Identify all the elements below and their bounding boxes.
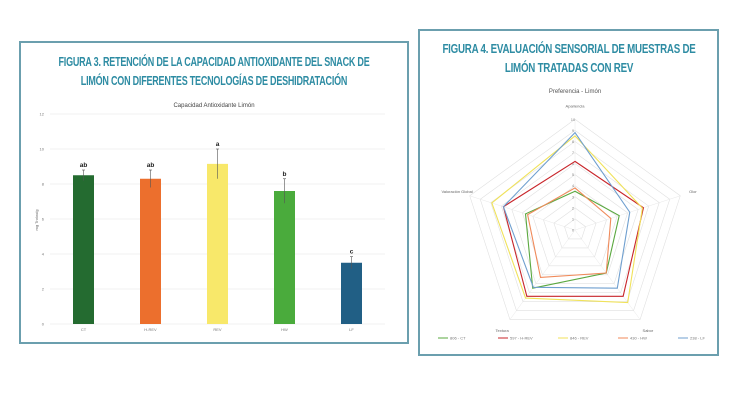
radar-gridline bbox=[479, 129, 671, 311]
figure-4-panel: FIGURA 4. EVALUACIÓN SENSORIAL DE MUESTR… bbox=[418, 29, 719, 356]
bar-hw bbox=[274, 191, 295, 324]
radar-gridline bbox=[543, 196, 607, 258]
radar-series-ct bbox=[524, 190, 620, 289]
y-tick-label: 12 bbox=[40, 112, 45, 117]
radar-axis-label: Valoración Global bbox=[441, 189, 472, 194]
bar-chart-title: Capacidad Antioxidante Limón bbox=[173, 103, 254, 109]
radar-axis-label: Olor bbox=[689, 189, 697, 194]
radar-gridline bbox=[553, 207, 597, 249]
radar-spoke bbox=[509, 229, 576, 320]
bar-lf bbox=[341, 262, 362, 324]
radar-gridline bbox=[500, 152, 650, 293]
significance-label: a bbox=[216, 141, 220, 148]
legend-label: 846 - REV bbox=[570, 336, 589, 341]
legend-label: 597 - H-REV bbox=[510, 336, 533, 341]
radar-spoke bbox=[574, 195, 681, 231]
radar-tick-label: 9 bbox=[572, 128, 575, 133]
significance-label: b bbox=[283, 171, 287, 178]
figure-3-heading-line1: FIGURA 3. RETENCIÓN DE LA CAPACIDAD ANTI… bbox=[58, 55, 370, 69]
y-tick-label: 4 bbox=[42, 252, 45, 257]
x-tick-label: REV bbox=[213, 327, 222, 332]
legend-label: 430 - HW bbox=[630, 336, 647, 341]
bar-h-rev bbox=[140, 178, 161, 324]
radar-axis-label: Apariencia bbox=[566, 104, 586, 109]
figure-4-heading-line1: FIGURA 4. EVALUACIÓN SENSORIAL DE MUESTR… bbox=[441, 42, 696, 56]
x-tick-label: LF bbox=[349, 327, 354, 332]
radar-tick-label: 1 bbox=[572, 216, 575, 221]
significance-label: c bbox=[350, 249, 354, 256]
radar-series-h-rev bbox=[502, 160, 645, 297]
radar-tick-label: 6 bbox=[572, 161, 575, 166]
radar-spoke bbox=[469, 195, 576, 231]
y-tick-label: 2 bbox=[42, 287, 45, 292]
y-tick-label: 6 bbox=[42, 217, 45, 222]
bar-chart-ylabel: mg Trolox/g bbox=[34, 210, 39, 231]
radar-tick-label: 2 bbox=[572, 205, 575, 210]
radar-axis-label: Sabor bbox=[643, 328, 654, 333]
bar-ct bbox=[73, 175, 94, 324]
figure-3-heading: FIGURA 3. RETENCIÓN DE LA CAPACIDAD ANTI… bbox=[58, 53, 369, 91]
x-tick-label: HW bbox=[281, 327, 288, 332]
radar-axis-label: Textura bbox=[496, 328, 510, 333]
significance-label: ab bbox=[80, 162, 88, 169]
y-tick-label: 10 bbox=[40, 147, 45, 152]
radar-tick-label: 0 bbox=[572, 228, 575, 233]
radar-tick-label: 4 bbox=[572, 183, 575, 188]
radar-tick-label: 3 bbox=[572, 194, 575, 199]
radar-gridline bbox=[469, 118, 681, 320]
legend-label: 806 - CT bbox=[450, 336, 466, 341]
radar-tick-label: 5 bbox=[572, 172, 575, 177]
legend-label: 238 - LF bbox=[690, 336, 705, 341]
radar-tick-label: 10 bbox=[571, 117, 576, 122]
figure-4-heading: FIGURA 4. EVALUACIÓN SENSORIAL DE MUESTR… bbox=[442, 40, 695, 78]
figure-4-heading-line2: LIMÓN TRATADAS CON REV bbox=[504, 61, 633, 75]
radar-gridline bbox=[564, 218, 586, 240]
radar-spoke bbox=[574, 229, 641, 320]
x-tick-label: H-REV bbox=[144, 327, 157, 332]
radar-tick-label: 7 bbox=[572, 150, 575, 155]
bar-rev bbox=[207, 163, 228, 324]
radar-series-hw bbox=[527, 187, 612, 279]
x-tick-label: CT bbox=[81, 327, 87, 332]
radar-chart-title: Preferencia - Limón bbox=[549, 89, 601, 95]
radar-series-lf bbox=[502, 131, 631, 289]
significance-label: ab bbox=[147, 162, 155, 169]
figure-3-heading-line2: LIMÓN CON DIFERENTES TECNOLOGÍAS DE DESH… bbox=[80, 74, 348, 88]
radar-tick-label: 8 bbox=[572, 139, 575, 144]
radar-series-rev bbox=[491, 135, 643, 304]
radar-gridline bbox=[511, 163, 639, 285]
y-tick-label: 8 bbox=[42, 182, 45, 187]
y-tick-label: 0 bbox=[42, 322, 45, 327]
